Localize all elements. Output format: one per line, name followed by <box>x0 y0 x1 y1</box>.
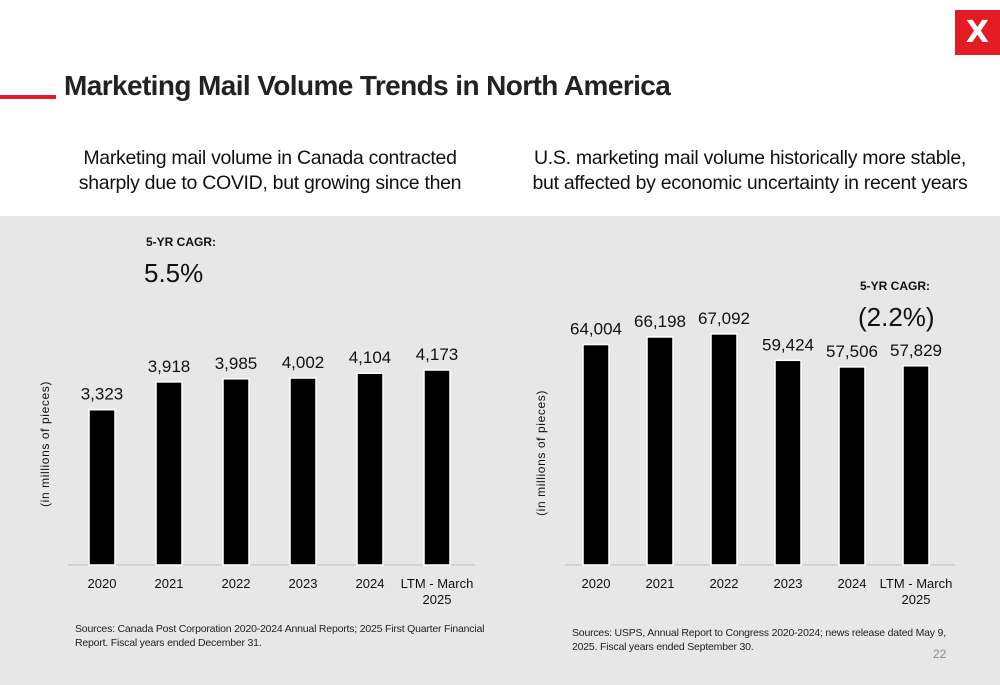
canada-data-label-4: 4,104 <box>349 348 392 367</box>
canada-x-tick-label-3: 2023 <box>289 576 318 591</box>
us-x-tick-label-1: 2021 <box>646 576 675 591</box>
page-title: Marketing Mail Volume Trends in North Am… <box>64 70 671 101</box>
canada-data-label-1: 3,918 <box>148 357 191 376</box>
us-x-tick-label-4: 2024 <box>838 576 867 591</box>
canada-data-label-2: 3,985 <box>215 354 258 373</box>
us-x-tick-label-5-line2: 2025 <box>902 592 931 607</box>
us-y-axis-label: (in millions of pieces) <box>534 390 548 516</box>
canada-x-tick-label-0: 2020 <box>88 576 117 591</box>
canada-bar-3 <box>289 377 317 566</box>
us-data-label-1: 66,198 <box>634 312 686 331</box>
us-bar-2 <box>710 333 738 566</box>
title-accent-rule <box>0 95 56 99</box>
us-bar-5 <box>902 365 930 566</box>
us-cagr-value: (2.2%) <box>858 302 935 332</box>
canada-x-tick-label-4: 2024 <box>356 576 385 591</box>
canada-data-label-0: 3,323 <box>81 385 124 404</box>
canada-x-tick-label-5: LTM - March <box>401 576 474 591</box>
us-data-label-2: 67,092 <box>698 309 750 328</box>
left-chart-source: Sources: Canada Post Corporation 2020-20… <box>75 623 485 649</box>
page-number: 22 <box>933 647 947 661</box>
left-chart-subtitle: Marketing mail volume in Canada contract… <box>78 147 462 194</box>
canada-volume-chart: (in millions of pieces) 3,323 2020 3,918 202… <box>38 235 475 607</box>
canada-y-axis-label: (in millions of pieces) <box>38 381 52 507</box>
right-chart-subtitle: U.S. marketing mail volume historically … <box>532 147 968 194</box>
canada-bar-1 <box>155 381 183 566</box>
canada-cagr-label: 5-YR CAGR: <box>146 235 216 249</box>
brand-logo: X <box>955 10 1000 55</box>
canada-bar-4 <box>356 372 384 566</box>
us-x-tick-label-5: LTM - March <box>880 576 953 591</box>
canada-x-tick-label-2: 2022 <box>222 576 251 591</box>
us-x-tick-label-2: 2022 <box>710 576 739 591</box>
us-cagr-label: 5-YR CAGR: <box>860 279 930 293</box>
canada-bar-2 <box>222 378 250 566</box>
us-x-tick-label-0: 2020 <box>582 576 611 591</box>
us-data-label-0: 64,004 <box>570 320 622 339</box>
us-bar-1 <box>646 336 674 566</box>
us-bar-3 <box>774 359 802 566</box>
us-data-label-4: 57,506 <box>826 342 878 361</box>
us-x-tick-label-3: 2023 <box>774 576 803 591</box>
canada-bar-5 <box>423 369 451 566</box>
right-chart-source: Sources: USPS, Annual Report to Congress… <box>572 627 946 653</box>
us-data-label-3: 59,424 <box>762 335 814 354</box>
us-bar-0 <box>582 343 610 566</box>
canada-data-label-5: 4,173 <box>416 345 459 364</box>
canada-cagr-value: 5.5% <box>144 258 203 288</box>
canada-bar-0 <box>88 408 116 566</box>
canada-x-tick-label-5-line2: 2025 <box>423 592 452 607</box>
us-data-label-5: 57,829 <box>890 341 942 360</box>
canada-x-tick-label-1: 2021 <box>155 576 184 591</box>
canada-data-label-3: 4,002 <box>282 353 325 372</box>
us-bar-4 <box>838 366 866 566</box>
